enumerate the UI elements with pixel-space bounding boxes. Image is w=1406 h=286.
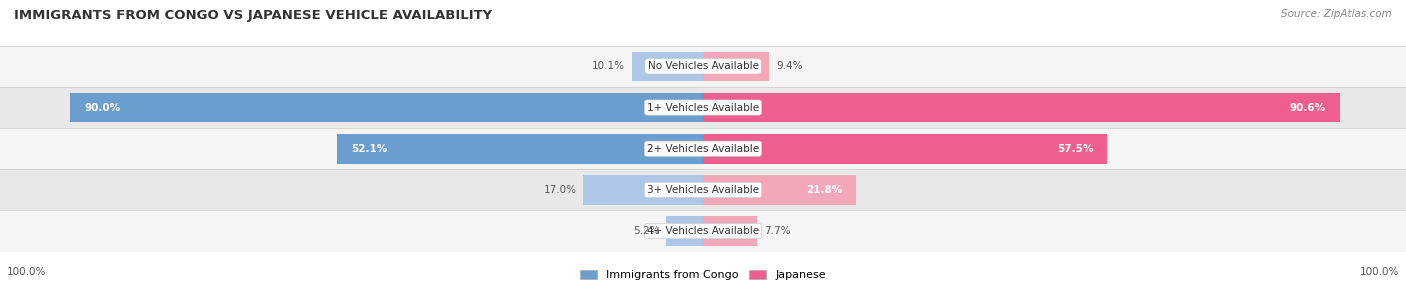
Text: 3+ Vehicles Available: 3+ Vehicles Available	[647, 185, 759, 195]
Bar	[633, 51, 703, 81]
Text: 4+ Vehicles Available: 4+ Vehicles Available	[647, 226, 759, 236]
Bar	[703, 93, 1340, 122]
Text: 100.0%: 100.0%	[1360, 267, 1399, 277]
Text: 10.1%: 10.1%	[592, 61, 624, 71]
Bar	[0, 210, 1406, 252]
Text: 100.0%: 100.0%	[7, 267, 46, 277]
Text: 1+ Vehicles Available: 1+ Vehicles Available	[647, 103, 759, 112]
Bar	[703, 51, 769, 81]
Text: 90.6%: 90.6%	[1289, 103, 1326, 112]
Bar	[0, 128, 1406, 169]
Bar	[0, 169, 1406, 210]
Text: 5.2%: 5.2%	[633, 226, 659, 236]
Text: 9.4%: 9.4%	[776, 61, 803, 71]
Legend: Immigrants from Congo, Japanese: Immigrants from Congo, Japanese	[581, 270, 825, 281]
Bar	[666, 216, 703, 246]
Text: 52.1%: 52.1%	[352, 144, 387, 154]
Text: 17.0%: 17.0%	[544, 185, 576, 195]
Text: 57.5%: 57.5%	[1057, 144, 1094, 154]
Text: 2+ Vehicles Available: 2+ Vehicles Available	[647, 144, 759, 154]
Bar	[0, 87, 1406, 128]
Bar	[70, 93, 703, 122]
Text: 90.0%: 90.0%	[84, 103, 121, 112]
Bar	[337, 134, 703, 164]
Text: 7.7%: 7.7%	[765, 226, 790, 236]
Bar	[703, 175, 856, 205]
Text: 21.8%: 21.8%	[806, 185, 842, 195]
Bar	[0, 46, 1406, 87]
Text: IMMIGRANTS FROM CONGO VS JAPANESE VEHICLE AVAILABILITY: IMMIGRANTS FROM CONGO VS JAPANESE VEHICL…	[14, 9, 492, 21]
Bar	[703, 134, 1108, 164]
Bar	[703, 216, 756, 246]
Bar	[583, 175, 703, 205]
Text: No Vehicles Available: No Vehicles Available	[648, 61, 758, 71]
Text: Source: ZipAtlas.com: Source: ZipAtlas.com	[1281, 9, 1392, 19]
